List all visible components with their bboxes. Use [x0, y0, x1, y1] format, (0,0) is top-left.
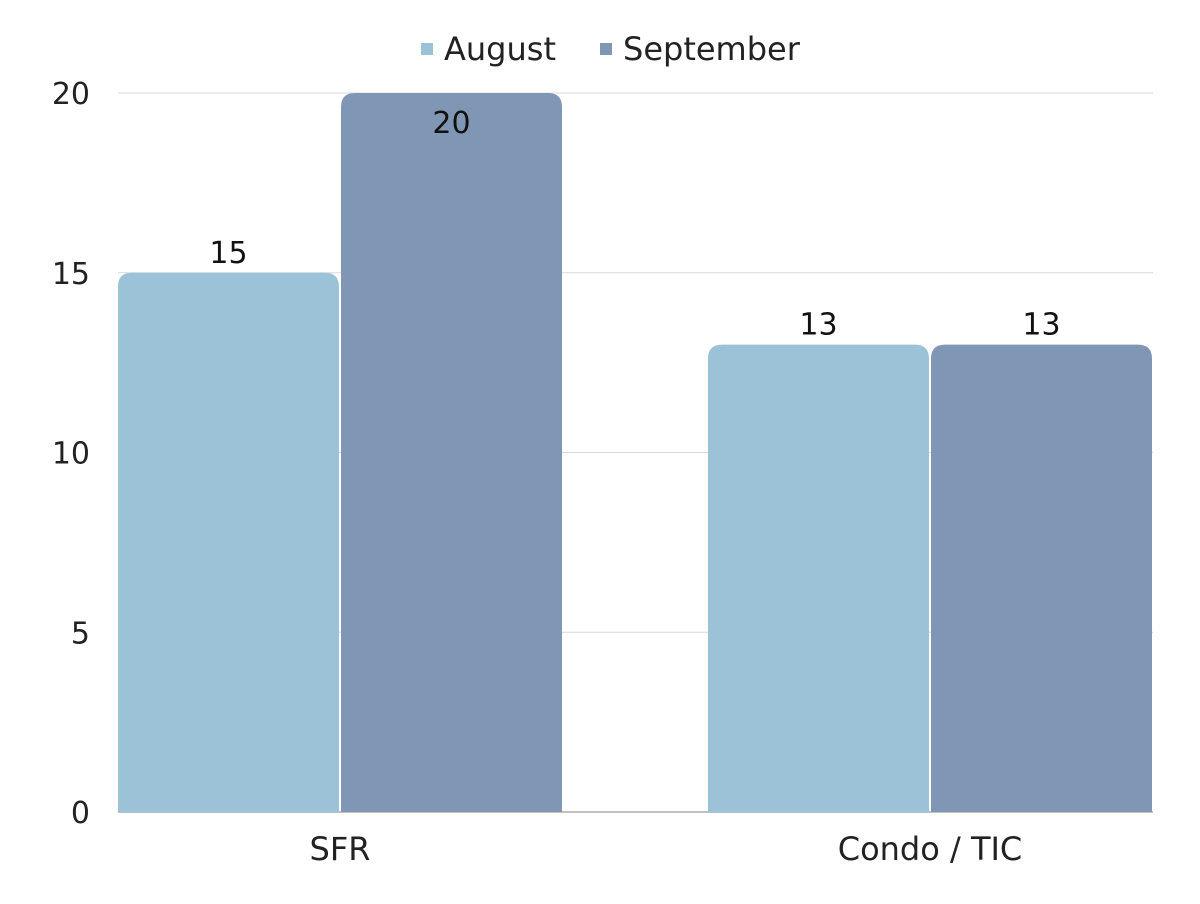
legend-label-august: August [444, 30, 556, 68]
legend-swatch-september [600, 43, 612, 55]
bar-september-0 [341, 93, 562, 812]
bar-september-1 [931, 344, 1152, 812]
legend-swatch-august [421, 43, 433, 55]
data-label: 20 [432, 106, 470, 141]
x-axis-tick-labels: SFR Condo / TIC [310, 830, 1023, 868]
x-tick-label: Condo / TIC [838, 830, 1023, 868]
x-tick-label: SFR [310, 830, 371, 868]
y-tick-label: 10 [52, 437, 90, 472]
y-tick-label: 5 [71, 616, 90, 651]
bar-august-0 [118, 272, 339, 812]
bars [118, 93, 1152, 812]
y-tick-label: 0 [71, 796, 90, 831]
y-tick-label: 20 [52, 77, 90, 112]
data-labels: 15 20 13 13 [209, 106, 1060, 343]
legend: August September [421, 30, 801, 68]
y-axis-tick-labels: 0 5 10 15 20 [52, 77, 90, 831]
data-label: 13 [1022, 308, 1060, 343]
data-label: 13 [799, 308, 837, 343]
data-label: 15 [209, 236, 247, 271]
y-tick-label: 15 [52, 257, 90, 292]
bar-august-1 [708, 344, 929, 812]
legend-label-september: September [623, 30, 801, 68]
